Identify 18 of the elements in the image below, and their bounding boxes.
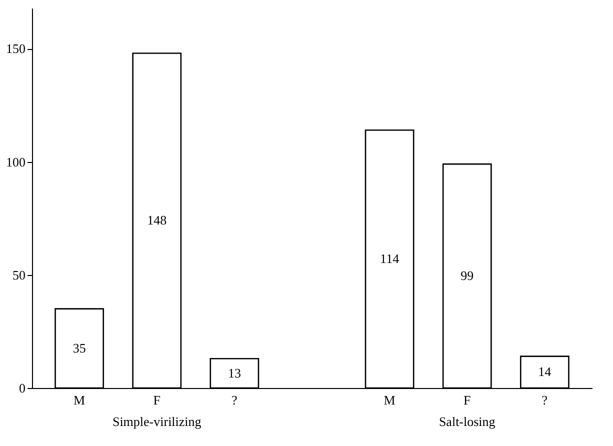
data-label: 13	[228, 365, 241, 380]
data-label: 148	[147, 212, 167, 228]
data-label: 35	[72, 340, 86, 356]
y-tick-label: 0	[19, 380, 26, 396]
x-tick-label: M	[74, 392, 86, 408]
x-tick-label: ?	[232, 392, 238, 408]
x-tick-label: F	[153, 392, 160, 408]
x-tick-label: M	[384, 392, 396, 408]
text: Salt-losing	[438, 414, 496, 429]
x-tick-label: F	[464, 392, 471, 408]
data-label: 14	[538, 364, 552, 380]
y-tick-label: 50	[12, 267, 26, 282]
y-tick-label: 100	[6, 154, 26, 170]
data-label: 114	[380, 251, 400, 266]
x-tick-label: ?	[542, 392, 548, 408]
data-label: 99	[460, 268, 474, 284]
y-tick-label: 150	[6, 41, 26, 56]
text: Simple-virilizing	[112, 414, 202, 429]
